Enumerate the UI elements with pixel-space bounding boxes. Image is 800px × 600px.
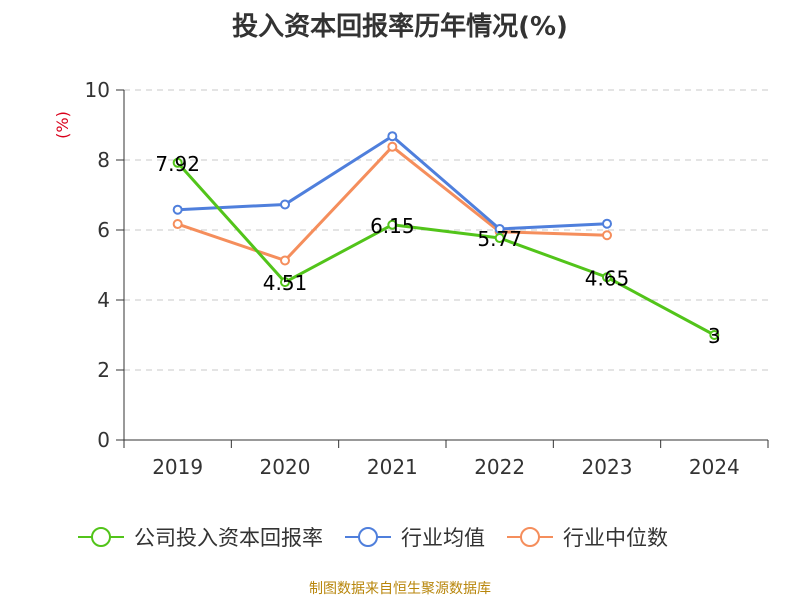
axis-layer: 0 2 4 6 8 10 2019 2020 2021 2022 2023 2024 (%) <box>53 78 769 479</box>
data-point <box>387 219 398 230</box>
y-axis-label: (%) <box>53 111 72 139</box>
x-tick-label: 2020 <box>260 455 311 479</box>
data-point <box>494 223 505 234</box>
x-tick-label: 2019 <box>152 455 203 479</box>
data-point <box>387 141 398 152</box>
chart-title: 投入资本回报率历年情况(%) <box>232 12 568 42</box>
legend-marker <box>358 527 378 547</box>
label-layer: 7.92 4.51 6.15 5.77 4.65 3 <box>155 152 720 348</box>
x-tick-label: 2024 <box>689 455 740 479</box>
legend-marker <box>520 527 540 547</box>
y-tick-label: 0 <box>97 428 110 452</box>
data-point <box>172 204 183 215</box>
y-tick-label: 2 <box>97 358 110 382</box>
data-point <box>387 131 398 142</box>
data-label: 3 <box>708 324 721 348</box>
source-note: 制图数据来自恒生聚源数据库 <box>309 581 491 597</box>
data-point <box>709 330 720 340</box>
data-point <box>602 218 612 229</box>
y-tick-label: 6 <box>97 218 110 242</box>
legend-label: 行业中位数 <box>563 526 668 550</box>
data-point <box>172 157 183 168</box>
x-tick-label: 2021 <box>367 455 418 479</box>
data-label: 4.51 <box>263 271 308 295</box>
legend-marker <box>91 527 111 547</box>
y-tick-label: 8 <box>97 148 110 172</box>
data-point <box>280 199 290 210</box>
series-line <box>176 161 716 337</box>
data-point <box>172 219 183 230</box>
legend-label: 行业均值 <box>401 526 485 550</box>
data-label: 7.92 <box>155 152 200 176</box>
y-tick-label: 10 <box>85 78 110 102</box>
x-tick-label: 2023 <box>582 455 633 479</box>
legend-label: 公司投入资本回报率 <box>134 526 323 550</box>
data-label: 5.77 <box>477 227 522 251</box>
data-point <box>602 272 612 283</box>
data-label: 6.15 <box>370 214 415 238</box>
x-tick-label: 2022 <box>474 455 525 479</box>
legend-layer: 公司投入资本回报率 行业均值 行业中位数 <box>78 526 668 550</box>
series-layer <box>172 131 720 340</box>
data-label: 4.65 <box>585 266 630 290</box>
y-tick-label: 4 <box>97 288 110 312</box>
data-point <box>280 277 290 288</box>
data-point <box>602 230 612 241</box>
data-point <box>494 233 505 244</box>
series-line <box>177 145 608 262</box>
data-point <box>280 255 290 266</box>
